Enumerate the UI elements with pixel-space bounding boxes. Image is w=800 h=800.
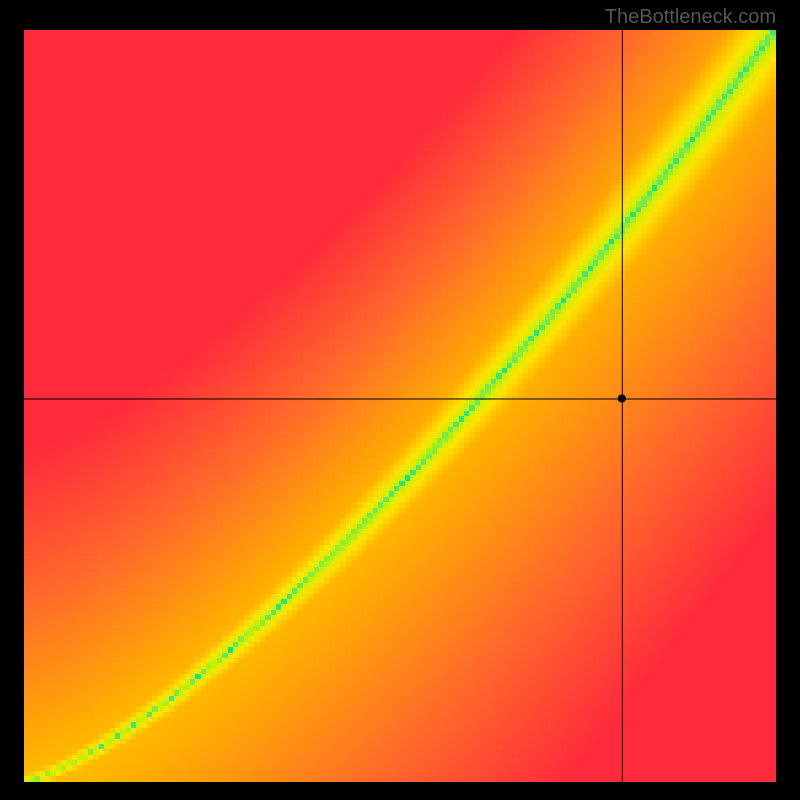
bottleneck-heatmap: [24, 30, 776, 782]
chart-container: TheBottleneck.com: [0, 0, 800, 800]
watermark-text: TheBottleneck.com: [605, 6, 776, 29]
